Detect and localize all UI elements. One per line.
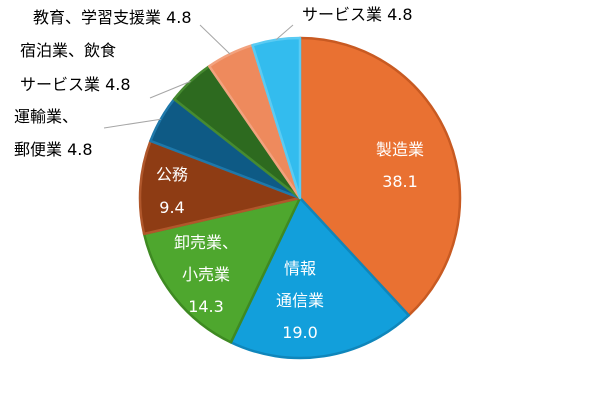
pie-slice [229,196,411,360]
slice-category-label: サービス業 4.8 [302,5,413,24]
pie-slice [251,36,302,200]
slice-category-label: 宿泊業、飲食 [20,41,116,60]
slice-category-label: サービス業 4.8 [20,75,131,94]
slice-category-label: 通信業 [276,291,324,310]
slice-category-label: 公務 [156,165,188,184]
leader-line [199,24,231,55]
pie-slices [138,36,462,360]
leader-line [103,118,161,129]
leader-line [275,24,294,41]
pie-slice [138,139,302,236]
slice-value-label: 9.4 [159,198,184,217]
leader-lines [103,24,294,129]
slice-value-label: 19.0 [282,323,318,342]
leader-line [149,80,191,99]
slice-category-label: 製造業 [376,140,424,159]
slice-category-label: 教育、学習支援業 4.8 [33,8,192,27]
slice-category-label: 運輸業、 [14,107,78,126]
pie-slice [298,36,462,317]
slice-category-label: 郵便業 4.8 [14,140,93,159]
pie-slice [142,196,302,344]
slice-value-label: 38.1 [382,172,418,191]
slice-category-label: 情報 [284,259,316,278]
slice-category-label: 卸売業、 [174,233,238,252]
slice-category-label: 小売業 [182,265,230,284]
slice-value-label: 14.3 [188,297,224,316]
